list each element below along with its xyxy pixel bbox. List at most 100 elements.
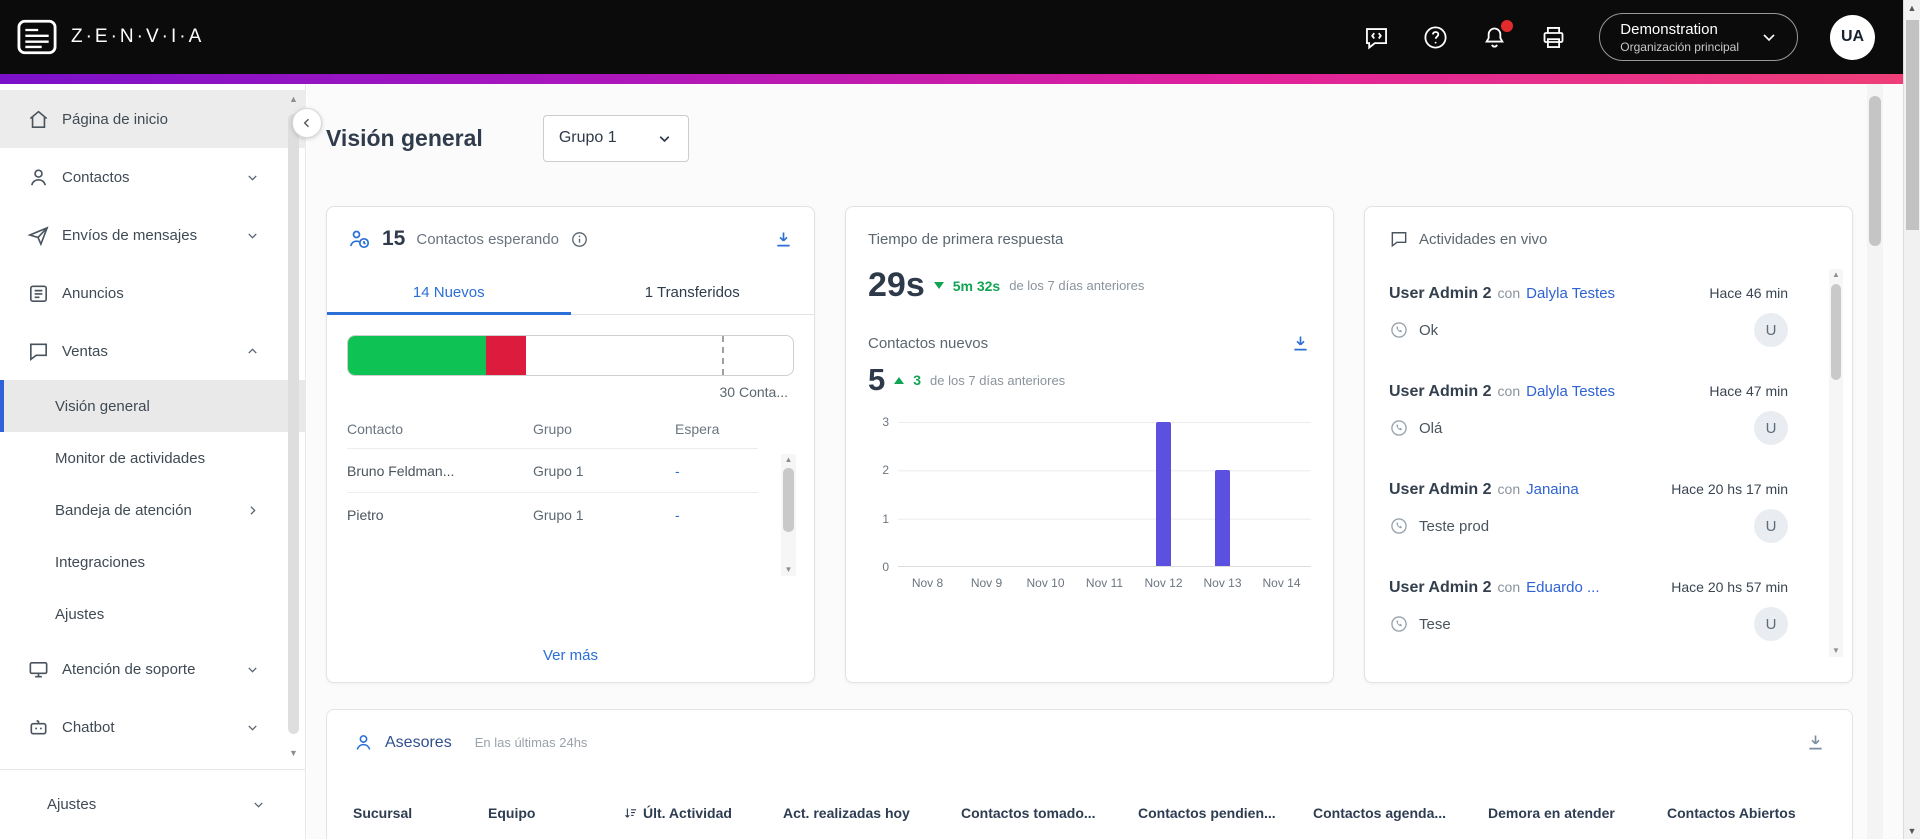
total-contacts-label: 30 Conta... — [719, 384, 789, 400]
chevron-down-icon — [1759, 27, 1779, 47]
tab-transferidos[interactable]: 1 Transferidos — [644, 284, 740, 301]
send-icon — [27, 224, 50, 247]
scroll-down-arrow[interactable]: ▼ — [1832, 646, 1840, 655]
activity-con: con — [1497, 285, 1521, 301]
page-scrollbar[interactable]: ▲ ▼ — [1903, 0, 1920, 839]
activity-contact-link[interactable]: Dalyla Testes — [1526, 383, 1616, 400]
content-scrollbar[interactable] — [1867, 84, 1883, 839]
column-header[interactable]: Contactos Abiertos — [1667, 805, 1796, 821]
sidebar-item-label: Ajustes — [47, 796, 97, 813]
activity-contact-link[interactable]: Dalyla Testes — [1526, 285, 1616, 302]
sidebar-scrollbar[interactable]: ▲ ▼ — [286, 92, 301, 760]
column-header[interactable]: Demora en atender — [1488, 805, 1615, 821]
column-header[interactable]: Contactos tomado... — [961, 805, 1096, 821]
response-time-row: 29s 5m 32s de los 7 días anteriores — [868, 266, 1311, 305]
scroll-up-arrow[interactable]: ▲ — [1832, 270, 1840, 279]
table-row[interactable]: Pietro Grupo 1 - — [347, 492, 758, 536]
column-header[interactable]: Contactos agenda... — [1313, 805, 1447, 821]
scroll-down-arrow[interactable]: ▼ — [784, 565, 793, 574]
sidebar-subitem-label: Integraciones — [55, 553, 146, 571]
activity-item[interactable]: User Admin 2 con Eduardo ... Hace 20 hs … — [1389, 579, 1828, 641]
group-selector[interactable]: Grupo 1 — [542, 114, 689, 162]
new-contacts-header: Contactos nuevos — [868, 333, 1311, 354]
activity-item[interactable]: User Admin 2 con Janaina Hace 20 hs 17 m… — [1389, 481, 1828, 543]
notifications-icon[interactable] — [1481, 19, 1514, 51]
sidebar-item-settings[interactable]: Ajustes — [0, 770, 306, 839]
whatsapp-icon — [1389, 418, 1409, 438]
chevron-up-icon — [245, 344, 260, 359]
column-header[interactable]: Últ. Actividad — [623, 805, 783, 821]
scroll-up-arrow[interactable]: ▲ — [1907, 3, 1917, 13]
activity-item[interactable]: User Admin 2 con Dalyla Testes Hace 46 m… — [1389, 285, 1828, 347]
sidebar-item-chatbot[interactable]: Chatbot — [0, 698, 306, 756]
contact-cell: Pietro — [347, 506, 384, 523]
sidebar-item-home[interactable]: Página de inicio — [0, 90, 306, 148]
activity-item[interactable]: User Admin 2 con Dalyla Testes Hace 47 m… — [1389, 383, 1828, 445]
sidebar-item-sales[interactable]: Ventas — [0, 322, 306, 380]
page-header: Visión general Grupo 1 — [326, 114, 1903, 162]
chat-bubble-icon — [27, 340, 50, 363]
scroll-up-arrow[interactable]: ▲ — [289, 94, 298, 104]
activity-time: Hace 20 hs 57 min — [1671, 579, 1788, 595]
chevron-down-icon — [245, 662, 260, 677]
activity-line1: User Admin 2 con Dalyla Testes Hace 46 m… — [1389, 285, 1788, 303]
info-icon[interactable] — [570, 230, 589, 249]
activity-contact-link[interactable]: Janaina — [1526, 481, 1579, 498]
help-icon[interactable] — [1422, 24, 1449, 51]
new-contacts-row: 5 3 de los 7 días anteriores — [868, 362, 1311, 398]
sidebar-item-announcements[interactable]: Anuncios — [0, 264, 306, 322]
scroll-down-arrow[interactable]: ▼ — [1907, 826, 1917, 836]
sidebar-item-sales-inbox[interactable]: Bandeja de atención — [0, 484, 306, 536]
delta-value: 5m 32s — [952, 277, 1001, 294]
ver-mas-link[interactable]: Ver más — [542, 647, 599, 664]
activity-agent: User Admin 2 — [1389, 285, 1492, 302]
column-header[interactable]: Act. realizadas hoy — [783, 805, 910, 821]
tab-nuevos[interactable]: 14 Nuevos — [327, 271, 571, 315]
table-row[interactable]: Bruno Feldman... Grupo 1 - — [347, 448, 758, 492]
print-icon[interactable] — [1540, 24, 1567, 51]
new-contacts-title: Contactos nuevos — [868, 335, 989, 352]
sidebar-item-sales-settings[interactable]: Ajustes — [0, 588, 306, 640]
column-header[interactable]: Contactos pendien... — [1138, 805, 1276, 821]
new-contacts-value: 5 — [868, 362, 886, 397]
sidebar-item-label: Anuncios — [62, 284, 124, 302]
column-header[interactable]: Sucursal — [353, 805, 413, 821]
scroll-thumb[interactable] — [1869, 96, 1881, 246]
advisors-title: Asesores — [385, 733, 452, 751]
sidebar-item-message-sends[interactable]: Envíos de mensajes — [0, 206, 306, 264]
sidebar-item-sales-overview[interactable]: Visión general — [0, 380, 306, 432]
download-icon[interactable] — [773, 229, 794, 250]
brand-gradient-bar — [0, 74, 1903, 84]
sidebar-collapse-button[interactable] — [292, 108, 322, 138]
org-selector[interactable]: Demonstration Organización principal — [1599, 13, 1798, 61]
activities-scrollbar[interactable]: ▲ ▼ — [1829, 269, 1843, 657]
sidebar-item-contacts[interactable]: Contactos — [0, 148, 306, 206]
notification-badge — [1501, 19, 1514, 32]
column-header: Grupo — [533, 421, 572, 437]
conversations-icon[interactable] — [1363, 24, 1390, 51]
scroll-down-arrow[interactable]: ▼ — [289, 748, 298, 758]
table-scrollbar[interactable]: ▲ ▼ — [781, 454, 796, 576]
scroll-thumb[interactable] — [1906, 20, 1919, 230]
whatsapp-icon — [1389, 614, 1409, 634]
sidebar-item-sales-integrations[interactable]: Integraciones — [0, 536, 306, 588]
scroll-thumb[interactable] — [1831, 284, 1841, 380]
sort-icon — [623, 806, 638, 821]
progress-red — [485, 336, 526, 375]
sidebar-item-sales-activity-monitor[interactable]: Monitor de actividades — [0, 432, 306, 484]
download-icon[interactable] — [1805, 732, 1826, 753]
wait-cell: - — [675, 506, 680, 523]
scroll-thumb[interactable] — [783, 468, 794, 532]
activity-contact-link[interactable]: Eduardo ... — [1526, 579, 1600, 596]
group-cell: Grupo 1 — [533, 462, 584, 479]
column-header[interactable]: Equipo — [488, 805, 536, 821]
activity-line1: User Admin 2 con Janaina Hace 20 hs 17 m… — [1389, 481, 1788, 499]
download-icon[interactable] — [1290, 333, 1311, 354]
scroll-thumb[interactable] — [288, 114, 299, 734]
scroll-up-arrow[interactable]: ▲ — [784, 455, 793, 464]
new-contacts-note: de los 7 días anteriores — [930, 372, 1066, 388]
org-name: Demonstration — [1620, 20, 1718, 38]
user-avatar[interactable]: UA — [1830, 14, 1875, 60]
sidebar-item-support[interactable]: Atención de soporte — [0, 640, 306, 698]
